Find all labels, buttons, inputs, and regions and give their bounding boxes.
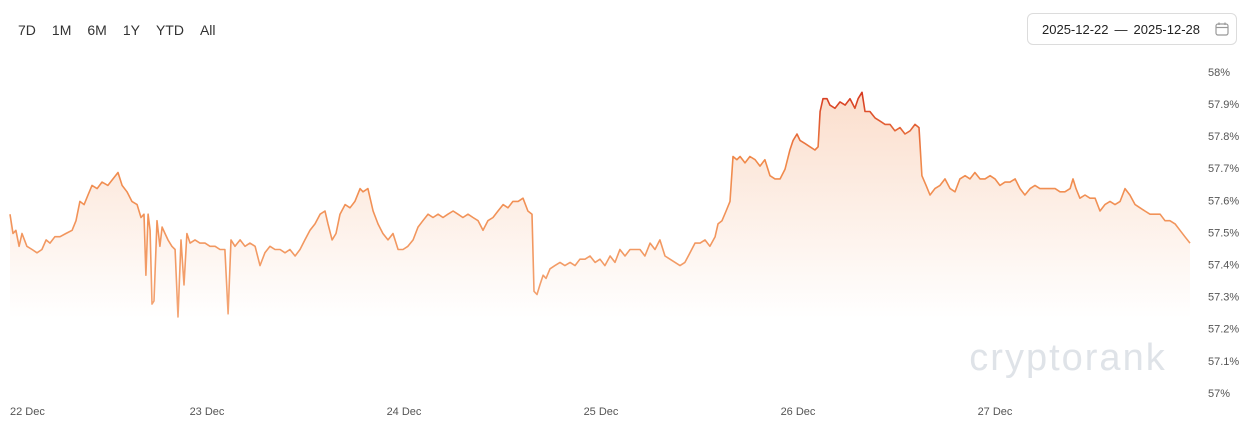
x-tick-label: 22 Dec [10,406,45,418]
x-tick-label: 24 Dec [387,406,422,418]
area [10,92,1190,395]
y-tick-label: 57.9% [1208,99,1239,111]
range-button[interactable]: 1M [51,22,72,38]
range-button[interactable]: 7D [18,22,36,38]
y-tick-label: 57.3% [1208,292,1239,304]
line [9,91,1191,318]
y-tick-label: 57.1% [1208,356,1239,368]
y-tick-label: 58% [1208,67,1230,79]
x-tick-label: 27 Dec [978,406,1013,418]
date-range-picker[interactable]: 2025-12-22 — 2025-12-28 [1027,13,1237,45]
date-separator: — [1114,21,1128,37]
y-tick-label: 57% [1208,388,1230,400]
x-tick-label: 26 Dec [781,406,816,418]
range-button[interactable]: 1Y [122,22,140,38]
date-to: 2025-12-28 [1133,21,1201,37]
date-from: 2025-12-22 [1042,21,1109,37]
range-button[interactable]: 6M [87,22,107,38]
y-tick-label: 57.6% [1208,195,1239,207]
range-selector: 7D 1M 6M 1Y YTD All [12,20,222,40]
y-tick-label: 57.7% [1208,163,1239,175]
x-tick-label: 23 Dec [190,406,225,418]
y-tick-label: 57.2% [1208,324,1239,336]
y-tick-label: 57.4% [1208,260,1239,272]
calendar-icon [1215,22,1229,36]
x-tick-label: 25 Dec [584,406,619,418]
range-button[interactable]: All [199,22,216,38]
range-button[interactable]: YTD [155,22,184,38]
y-tick-label: 57.5% [1208,227,1239,239]
y-tick-label: 57.8% [1208,131,1239,143]
